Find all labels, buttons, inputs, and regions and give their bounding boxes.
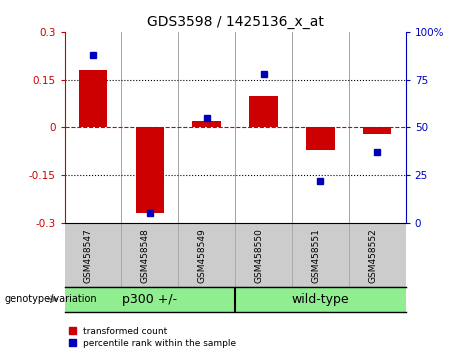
Text: wild-type: wild-type	[291, 293, 349, 306]
Text: GSM458552: GSM458552	[368, 228, 377, 283]
Text: GSM458551: GSM458551	[311, 228, 320, 283]
Bar	[249, 96, 278, 127]
Bar	[136, 127, 164, 213]
Bar	[363, 127, 391, 134]
Text: GSM458548: GSM458548	[141, 228, 150, 283]
Text: p300 +/-: p300 +/-	[122, 293, 177, 306]
Bar	[306, 127, 335, 150]
Bar	[79, 70, 107, 127]
Title: GDS3598 / 1425136_x_at: GDS3598 / 1425136_x_at	[147, 16, 324, 29]
Text: GSM458550: GSM458550	[254, 228, 264, 283]
Bar	[193, 121, 221, 127]
Text: GSM458549: GSM458549	[198, 228, 207, 283]
Text: GSM458547: GSM458547	[84, 228, 93, 283]
Legend: transformed count, percentile rank within the sample: transformed count, percentile rank withi…	[69, 327, 236, 348]
Text: genotype/variation: genotype/variation	[5, 294, 97, 304]
